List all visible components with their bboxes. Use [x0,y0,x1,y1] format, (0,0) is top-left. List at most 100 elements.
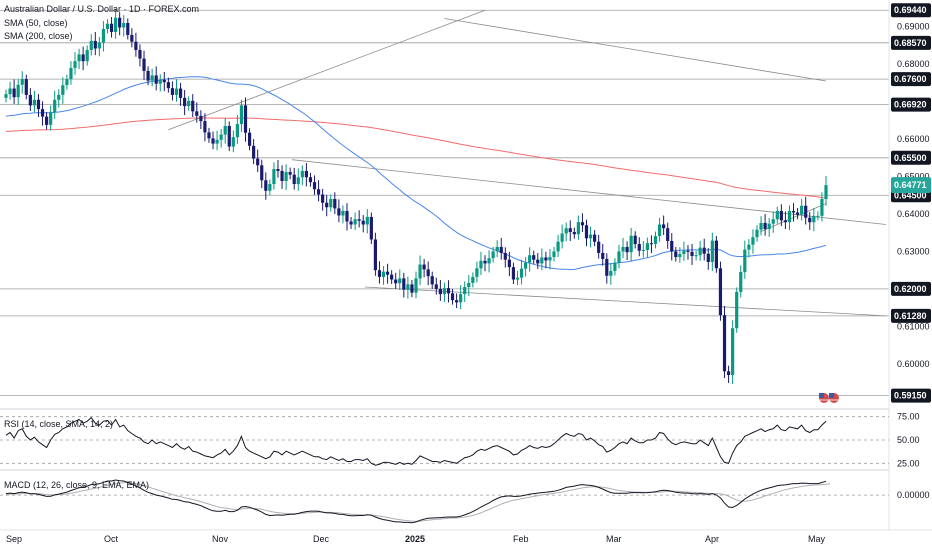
level-tag[interactable]: 0.66920 [891,97,931,112]
candle[interactable] [548,249,552,270]
level-tag[interactable]: 0.62000 [891,281,931,296]
candle[interactable] [122,15,126,37]
candle[interactable] [333,192,337,214]
candle[interactable] [12,79,16,104]
candle[interactable] [629,227,633,262]
candle[interactable] [199,110,203,129]
candle[interactable] [325,194,329,217]
candle[interactable] [195,102,199,123]
candle[interactable] [779,204,783,226]
candle[interactable] [767,218,771,237]
candle[interactable] [296,168,300,191]
candle[interactable] [369,212,373,244]
candle[interactable] [308,172,313,187]
candle[interactable] [605,253,609,284]
candle[interactable] [207,127,211,143]
candle[interactable] [223,118,227,144]
candle[interactable] [442,282,447,303]
candle[interactable] [381,266,386,285]
candle[interactable] [739,265,743,298]
candle[interactable] [743,240,747,279]
candle[interactable] [36,94,41,117]
candle[interactable] [430,271,434,289]
candle[interactable] [361,215,365,233]
candle[interactable] [540,248,544,271]
candle[interactable] [471,272,475,288]
candle[interactable] [617,244,621,269]
candle[interactable] [166,77,170,93]
candle[interactable] [8,81,12,100]
candle[interactable] [483,255,487,272]
candle[interactable] [162,72,166,92]
candle[interactable] [105,19,110,34]
macd-legend[interactable]: MACD (12, 26, close, 9, EMA, EMA) [4,480,150,490]
candle[interactable] [422,258,426,278]
candle[interactable] [690,243,694,265]
candle[interactable] [775,206,779,224]
candle[interactable] [187,96,191,111]
candle[interactable] [276,160,280,178]
candle[interactable] [507,251,511,277]
candle[interactable] [260,159,264,189]
candle[interactable] [158,74,162,92]
trendline[interactable] [759,203,827,233]
trendline[interactable] [291,159,887,225]
candle[interactable] [227,121,231,152]
last-price-tag[interactable]: 0.64771 [891,177,931,194]
candle[interactable] [649,235,654,253]
candle[interactable] [349,216,353,229]
candle[interactable] [515,270,520,286]
level-tag[interactable]: 0.61280 [891,308,931,323]
candle[interactable] [637,237,641,257]
candle[interactable] [174,79,179,102]
candle[interactable] [377,261,382,284]
candle[interactable] [735,287,739,333]
rsi-line[interactable] [5,416,827,466]
level-tag[interactable]: 0.69440 [891,3,931,18]
candle[interactable] [81,46,85,71]
candle[interactable] [800,199,804,221]
candle[interactable] [304,163,308,187]
candle[interactable] [791,203,796,222]
candle[interactable] [426,261,430,286]
candle[interactable] [219,128,223,148]
candle[interactable] [759,216,763,236]
candle[interactable] [154,66,158,91]
candle[interactable] [28,88,32,111]
candle[interactable] [499,237,503,260]
trendline[interactable] [444,18,827,82]
candle[interactable] [385,263,390,284]
trendline[interactable] [364,286,887,317]
candle[interactable] [235,115,239,144]
us-flag-icon[interactable] [829,393,839,403]
candle[interactable] [146,66,150,86]
candle[interactable] [633,231,637,249]
candle[interactable] [495,240,499,258]
candle[interactable] [337,199,341,223]
candle[interactable] [808,212,812,231]
candle[interactable] [678,247,682,263]
candle[interactable] [418,255,422,286]
candle[interactable] [138,44,142,67]
candle[interactable] [394,272,398,289]
candle[interactable] [552,246,556,262]
sma50-line[interactable] [5,76,827,271]
candle[interactable] [662,215,666,235]
candle[interactable] [89,34,93,56]
candle[interactable] [150,68,154,87]
candle[interactable] [613,258,617,276]
candle[interactable] [564,222,568,242]
candle[interactable] [390,270,394,285]
macd-line[interactable] [5,479,827,524]
candle[interactable] [215,130,219,151]
candle[interactable] [93,31,97,56]
candle[interactable] [329,194,333,212]
candle[interactable] [718,261,723,321]
candle[interactable] [666,222,670,249]
candle[interactable] [556,234,560,258]
candle[interactable] [252,139,256,165]
candle[interactable] [576,215,580,240]
candle[interactable] [450,288,455,305]
candle[interactable] [239,99,244,132]
candle[interactable] [183,90,187,116]
